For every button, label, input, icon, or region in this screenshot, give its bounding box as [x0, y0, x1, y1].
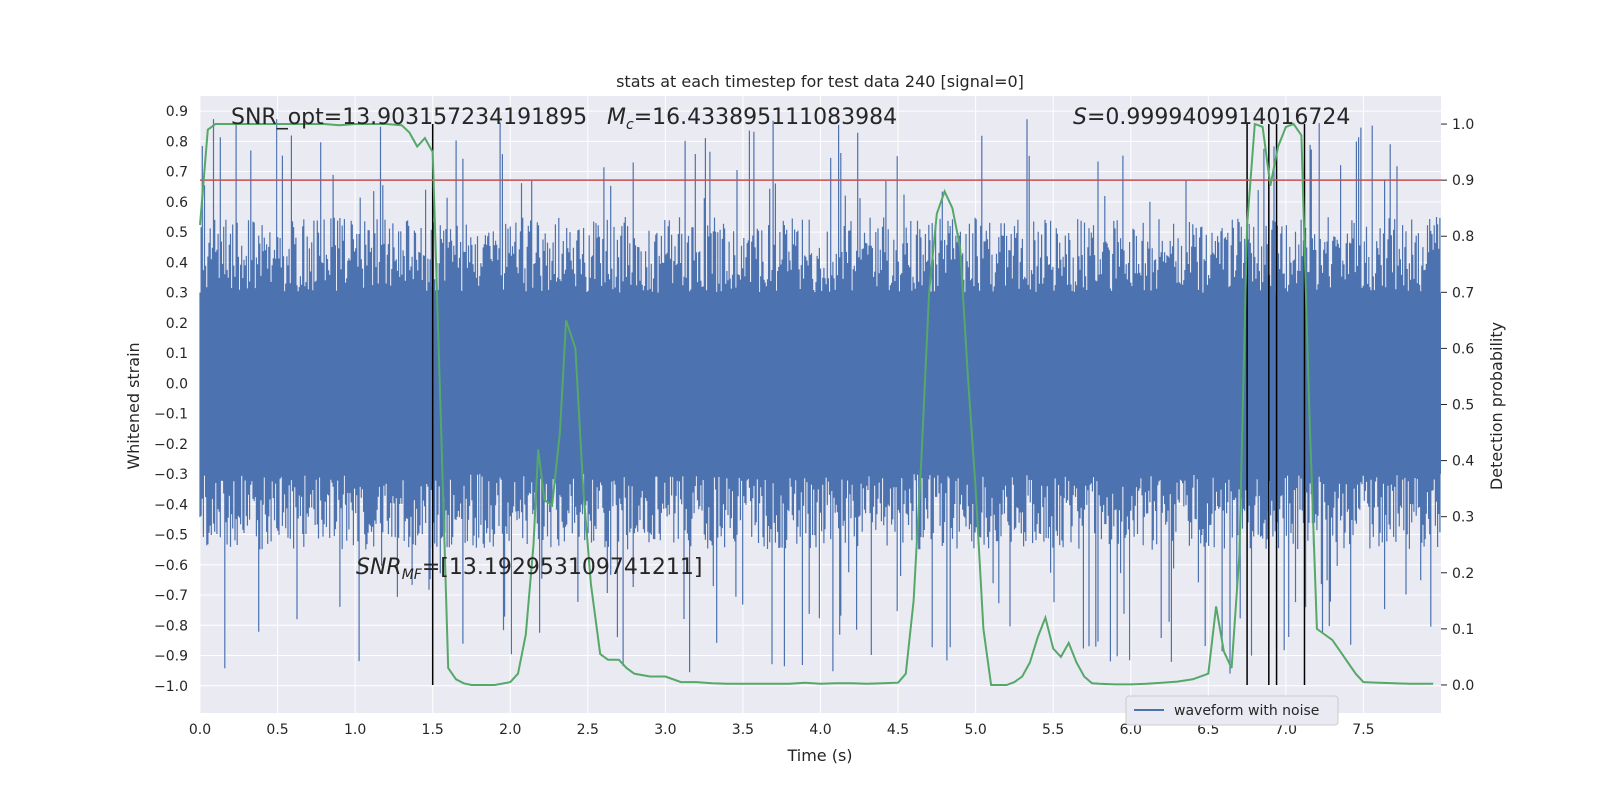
y-tick-label: −0.1: [154, 407, 188, 423]
x-tick-label: 5.0: [964, 722, 986, 738]
annotation-mc-value: =16.433895111083984: [634, 105, 897, 130]
x-tick-label: 2.5: [577, 722, 599, 738]
y-tick-label: −0.5: [154, 528, 188, 544]
y-right-tick-label: 0.7: [1452, 285, 1474, 301]
y-right-tick-label: 0.6: [1452, 341, 1474, 357]
y-right-tick-label: 0.5: [1452, 398, 1474, 414]
y-tick-label: 0.9: [166, 104, 188, 120]
x-tick-label: 5.5: [1042, 722, 1064, 738]
y-tick-label: 0.6: [166, 195, 188, 211]
legend-label: waveform with noise: [1174, 703, 1319, 719]
y-right-tick-label: 0.0: [1452, 678, 1474, 694]
x-tick-label: 0.0: [189, 722, 211, 738]
y-right-tick-label: 0.1: [1452, 622, 1474, 638]
x-axis-label: Time (s): [786, 746, 852, 765]
y-axis-label: Whitened strain: [124, 342, 143, 469]
y-right-tick-labels: 1.0 0.9 0.8 0.7 0.6 0.5 0.4 0.3 0.2 0.1 0.0: [1441, 117, 1474, 694]
y-tick-label: 0.8: [166, 134, 188, 150]
annotation-s-value: =0.9999409914016724: [1087, 105, 1350, 130]
x-tick-label: 6.5: [1197, 722, 1219, 738]
y-right-tick-label: 0.8: [1452, 229, 1474, 245]
x-tick-labels: 0.0 0.5 1.0 1.5 2.0 2.5 3.0 3.5 4.0 4.5 5.0 5.5 6.0 6…: [189, 722, 1375, 738]
y-right-tick-label: 0.2: [1452, 566, 1474, 582]
y-tick-label: −0.4: [154, 497, 188, 513]
annotation-snr-mf-symbol: SNR: [356, 555, 402, 580]
y-tick-label: −0.7: [154, 588, 188, 604]
y-tick-label: 0.0: [166, 376, 188, 392]
y-right-axis-label: Detection probability: [1487, 322, 1506, 490]
y-right-tick-label: 0.3: [1452, 510, 1474, 526]
x-tick-label: 1.5: [422, 722, 444, 738]
y-tick-label: 0.2: [166, 316, 188, 332]
x-tick-label: 7.0: [1275, 722, 1297, 738]
y-tick-label: 0.3: [166, 286, 188, 302]
y-tick-label: −0.3: [154, 467, 188, 483]
x-tick-label: 2.0: [499, 722, 521, 738]
annotation-mc-subscript: c: [626, 117, 634, 133]
annotation-s: S=0.9999409914016724: [1073, 105, 1350, 130]
y-right-tick-label: 0.9: [1452, 173, 1474, 189]
x-tick-label: 3.0: [654, 722, 676, 738]
y-right-tick-label: 1.0: [1452, 117, 1474, 133]
x-tick-label: 0.5: [266, 722, 288, 738]
y-tick-labels: 0.9 0.8 0.7 0.6 0.5 0.4 0.3 0.2 0.1 0.0 −0.1 −0.2 −0…: [154, 104, 188, 695]
y-tick-label: 0.4: [166, 255, 188, 271]
y-tick-label: 0.7: [166, 165, 188, 181]
x-tick-label: 4.5: [887, 722, 909, 738]
annotation-snr-opt: SNR_opt=13.903157234191895: [231, 105, 587, 130]
annotation-snr-mf-value: =[13.192953109741211]: [422, 555, 703, 580]
legend-box: [1125, 695, 1339, 726]
y-tick-label: 0.1: [166, 346, 188, 362]
y-tick-label: −0.9: [154, 649, 188, 665]
x-tick-label: 3.5: [732, 722, 754, 738]
y-tick-label: −0.2: [154, 437, 188, 453]
legend: waveform with noise: [1125, 695, 1339, 726]
x-tick-label: 7.5: [1352, 722, 1374, 738]
x-tick-label: 6.0: [1120, 722, 1142, 738]
annotation-snr-mf-subscript: MF: [402, 567, 423, 583]
annotation-snr-mf: SNRMF=[13.192953109741211]: [356, 555, 702, 583]
y-tick-label: 0.5: [166, 225, 188, 241]
annotation-s-symbol: S: [1073, 105, 1087, 130]
y-tick-label: −0.8: [154, 618, 188, 634]
y-tick-label: −1.0: [154, 679, 188, 695]
annotation-mc-symbol: M: [607, 105, 626, 130]
x-tick-label: 4.0: [809, 722, 831, 738]
y-tick-label: −0.6: [154, 558, 188, 574]
noise-waveform: [199, 119, 1441, 674]
annotation-mc: Mc=16.433895111083984: [607, 105, 897, 133]
noise-spikes: [199, 119, 1441, 674]
chart-title: stats at each timestep for test data 240…: [616, 72, 1024, 91]
detection-probability-line: [199, 122, 1434, 686]
x-tick-label: 1.0: [344, 722, 366, 738]
y-right-tick-label: 0.4: [1452, 454, 1474, 470]
